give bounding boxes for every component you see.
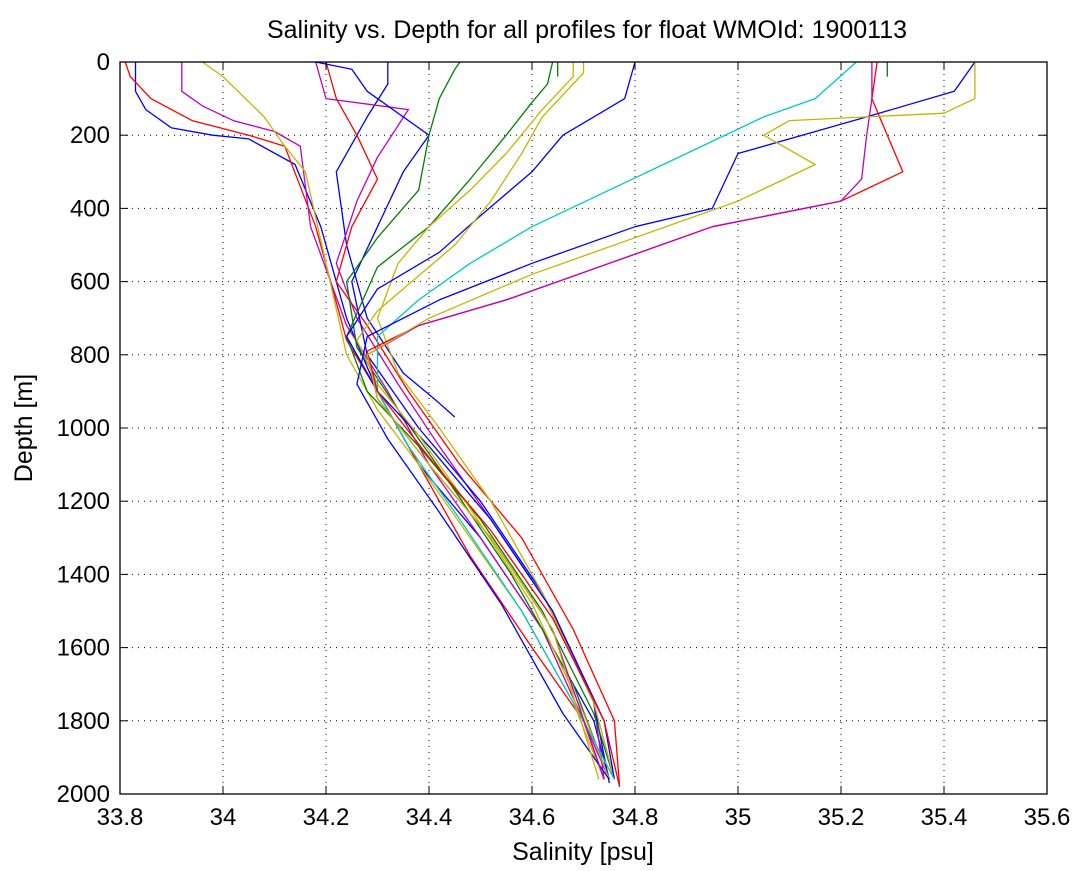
profile-line-13 [356, 62, 610, 780]
x-tick-label: 35.4 [921, 804, 968, 831]
x-axis-ticks: 33.8 34 34.2 34.4 34.6 34.8 35 35.2 35.4 35.6 [97, 62, 1071, 831]
y-tick-label: 1600 [57, 635, 110, 662]
profile-line-10 [345, 61, 616, 780]
profile-line-9 [345, 61, 610, 780]
y-tick-label: 2000 [57, 781, 110, 808]
y-tick-label: 1400 [57, 561, 110, 588]
x-tick-label: 35.6 [1024, 804, 1071, 831]
x-tick-label: 34 [210, 804, 237, 831]
y-tick-label: 600 [70, 269, 110, 296]
chart-title: Salinity vs. Depth for all profiles for … [267, 16, 907, 44]
profile-line-11 [376, 62, 616, 780]
profile-line-12 [345, 61, 636, 780]
y-tick-label: 800 [70, 342, 110, 369]
y-tick-label: 1200 [57, 488, 110, 515]
profile-line-15 [356, 61, 976, 780]
x-tick-label: 34.4 [406, 804, 453, 831]
x-tick-label: 33.8 [97, 804, 144, 831]
y-axis-ticks: 0 200 400 600 800 1000 1200 1400 1600 1800 2000 [57, 49, 1047, 808]
y-tick-label: 0 [97, 49, 110, 76]
x-tick-label: 34.8 [612, 804, 659, 831]
profile-line-18 [366, 62, 976, 780]
y-tick-label: 400 [70, 195, 110, 222]
y-tick-label: 1800 [57, 708, 110, 735]
grid-lines [120, 62, 1047, 794]
x-tick-label: 34.2 [303, 804, 350, 831]
x-tick-label: 35.2 [818, 804, 865, 831]
y-tick-label: 1000 [57, 415, 110, 442]
series-lines [124, 61, 976, 787]
x-axis-label: Salinity [psu] [512, 838, 654, 866]
y-tick-label: 200 [70, 122, 110, 149]
x-tick-label: 35 [725, 804, 752, 831]
x-tick-label: 34.6 [509, 804, 556, 831]
y-axis-label: Depth [m] [10, 374, 38, 482]
profile-line-14 [376, 61, 857, 780]
